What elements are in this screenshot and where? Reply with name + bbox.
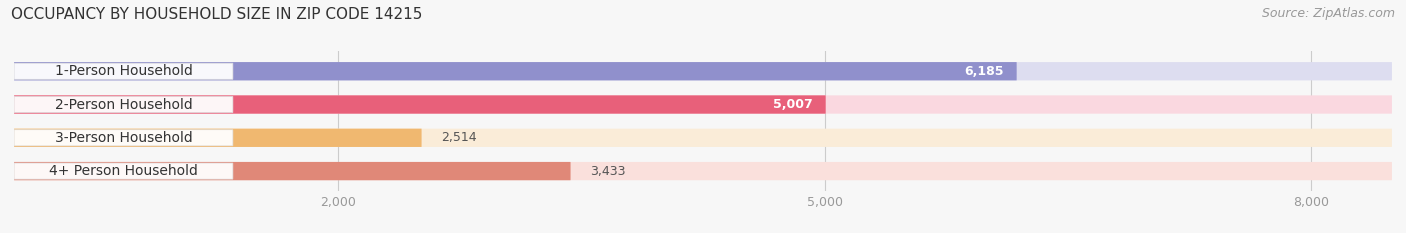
Text: 1-Person Household: 1-Person Household <box>55 64 193 78</box>
Text: 2-Person Household: 2-Person Household <box>55 98 193 112</box>
Text: 2,514: 2,514 <box>441 131 477 144</box>
FancyBboxPatch shape <box>14 129 1392 147</box>
FancyBboxPatch shape <box>14 162 571 180</box>
Text: Source: ZipAtlas.com: Source: ZipAtlas.com <box>1261 7 1395 20</box>
FancyBboxPatch shape <box>14 129 422 147</box>
FancyBboxPatch shape <box>14 63 233 79</box>
Text: OCCUPANCY BY HOUSEHOLD SIZE IN ZIP CODE 14215: OCCUPANCY BY HOUSEHOLD SIZE IN ZIP CODE … <box>11 7 423 22</box>
Text: 5,007: 5,007 <box>773 98 813 111</box>
FancyBboxPatch shape <box>14 130 233 146</box>
FancyBboxPatch shape <box>14 96 233 113</box>
FancyBboxPatch shape <box>14 62 1017 80</box>
FancyBboxPatch shape <box>14 95 825 114</box>
FancyBboxPatch shape <box>14 163 233 179</box>
FancyBboxPatch shape <box>14 162 1392 180</box>
FancyBboxPatch shape <box>14 62 1392 80</box>
Text: 4+ Person Household: 4+ Person Household <box>49 164 198 178</box>
Text: 3,433: 3,433 <box>591 164 626 178</box>
Text: 6,185: 6,185 <box>965 65 1004 78</box>
FancyBboxPatch shape <box>14 95 1392 114</box>
Text: 3-Person Household: 3-Person Household <box>55 131 193 145</box>
